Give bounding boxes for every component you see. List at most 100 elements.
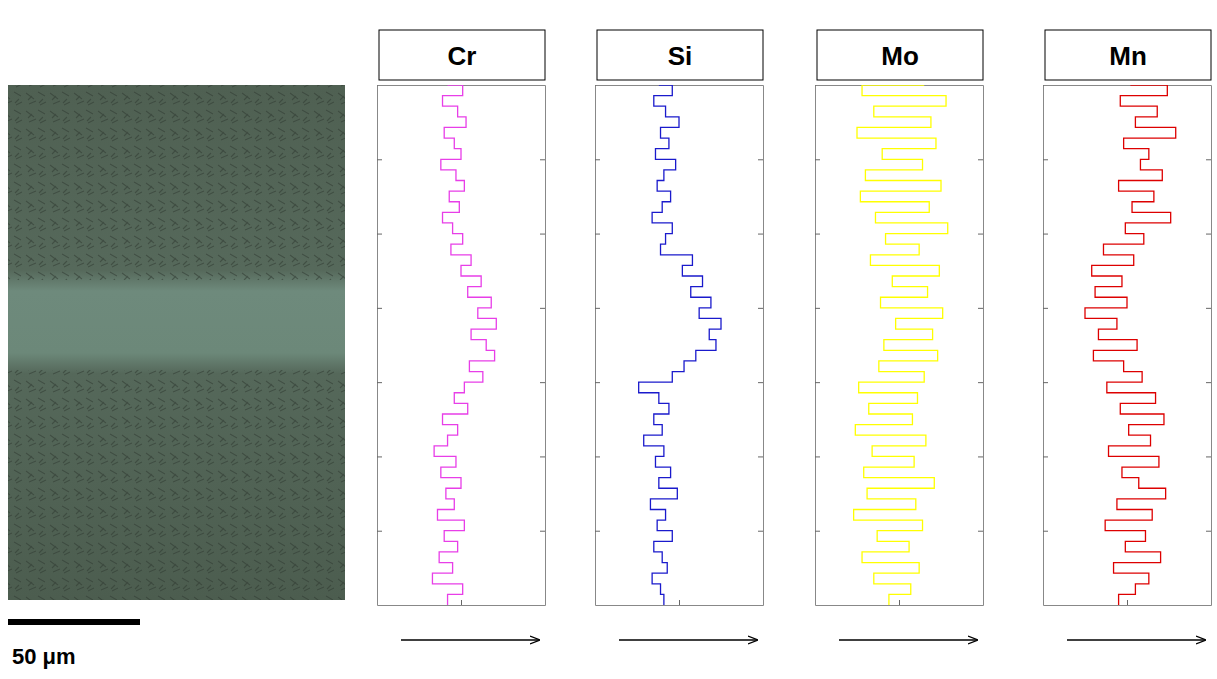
axis-bottom <box>816 600 984 606</box>
axis-top <box>1044 85 1212 86</box>
tick <box>595 382 600 383</box>
tick <box>899 600 900 605</box>
tick <box>758 382 763 383</box>
scan-line <box>854 85 948 605</box>
tick <box>540 382 545 383</box>
tick <box>595 308 600 309</box>
axis-line <box>1044 605 1212 606</box>
scale-bar <box>8 619 140 625</box>
axis-line <box>1043 86 1044 606</box>
tick-mark <box>377 234 382 235</box>
tick <box>1206 531 1211 532</box>
tick <box>978 382 983 383</box>
axis-left <box>595 86 600 606</box>
tick <box>377 234 382 235</box>
axis-line <box>1211 86 1212 606</box>
tick <box>540 234 545 235</box>
tick <box>377 308 382 309</box>
direction-arrow <box>401 639 539 640</box>
tick-mark <box>595 382 600 383</box>
tick-mark <box>595 308 600 309</box>
tick-mark <box>595 159 600 160</box>
tick-mark <box>978 531 983 532</box>
tick-mark <box>978 159 983 160</box>
axis-bottom <box>1044 600 1212 606</box>
tick <box>540 308 545 309</box>
axis-right <box>540 86 546 606</box>
tick <box>978 531 983 532</box>
tick-mark <box>1043 531 1048 532</box>
tick-mark <box>815 456 820 457</box>
plot-area <box>432 85 496 605</box>
tick-mark <box>461 600 462 605</box>
tick-mark <box>978 234 983 235</box>
tick <box>815 456 820 457</box>
tick <box>1206 234 1211 235</box>
scan-line <box>432 85 496 605</box>
figure: 50 μmCrSiMoMn <box>0 0 1217 679</box>
tick <box>758 308 763 309</box>
tick-mark <box>978 308 983 309</box>
tick <box>595 234 600 235</box>
direction-arrow <box>839 639 977 640</box>
panel: Mo <box>815 30 984 640</box>
axis-line <box>596 85 764 86</box>
axis-right <box>1206 86 1212 606</box>
tick <box>1043 159 1048 160</box>
tick-mark <box>540 531 545 532</box>
tick-mark <box>758 382 763 383</box>
scan-line <box>1085 85 1176 605</box>
axis-bottom <box>596 600 764 606</box>
tick-mark <box>899 600 900 605</box>
axis-line <box>1044 85 1212 86</box>
tick <box>1043 234 1048 235</box>
panel-title: Mn <box>1109 41 1147 71</box>
tick <box>1206 382 1211 383</box>
tick-mark <box>540 382 545 383</box>
tick <box>377 456 382 457</box>
tick-mark <box>758 234 763 235</box>
tick-mark <box>595 456 600 457</box>
tick <box>1206 308 1211 309</box>
panel-title: Si <box>668 41 693 71</box>
axis-line <box>816 605 984 606</box>
panel-title: Cr <box>448 41 477 71</box>
micrograph <box>8 85 345 600</box>
axis-line <box>377 86 378 606</box>
tick <box>758 531 763 532</box>
tick <box>978 308 983 309</box>
tick <box>595 456 600 457</box>
axis-left <box>1043 86 1048 606</box>
tick-mark <box>758 308 763 309</box>
tick <box>1206 159 1211 160</box>
panel: Mn <box>1043 30 1212 640</box>
tick <box>540 456 545 457</box>
title-box <box>597 30 763 80</box>
axis-line <box>545 86 546 606</box>
tick-mark <box>815 159 820 160</box>
tick <box>815 382 820 383</box>
tick <box>978 234 983 235</box>
tick <box>595 531 600 532</box>
axis-left <box>815 86 820 606</box>
tick-mark <box>1043 308 1048 309</box>
tick-mark <box>377 531 382 532</box>
tick-mark <box>679 600 680 605</box>
tick <box>1043 456 1048 457</box>
panel: Cr <box>377 30 546 640</box>
tick <box>461 600 462 605</box>
axis-line <box>378 605 546 606</box>
tick-mark <box>540 159 545 160</box>
direction-arrow <box>619 639 757 640</box>
tick <box>758 234 763 235</box>
axis-right <box>758 86 764 606</box>
axis-line <box>983 86 984 606</box>
plot-area <box>854 85 948 605</box>
tick <box>815 308 820 309</box>
tick-mark <box>1043 382 1048 383</box>
title-box <box>817 30 983 80</box>
tick <box>540 159 545 160</box>
tick-mark <box>1127 600 1128 605</box>
tick-mark <box>1206 308 1211 309</box>
tick <box>377 159 382 160</box>
